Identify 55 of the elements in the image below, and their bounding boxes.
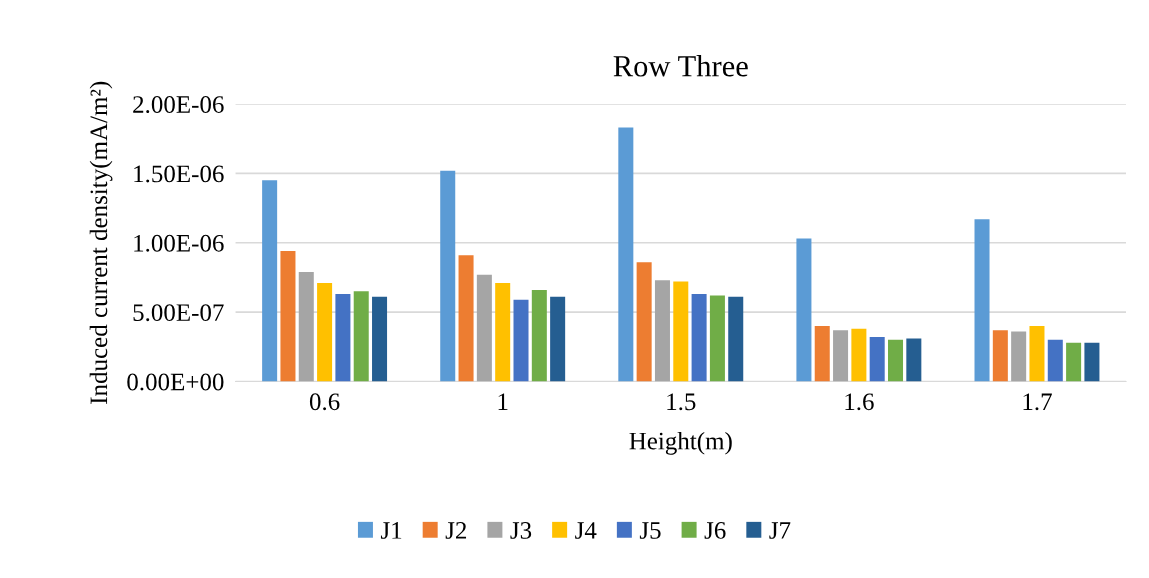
bar [1066,342,1082,382]
x-tick-label: 1.5 [667,393,696,411]
bar [796,238,812,382]
legend-label: J6 [704,522,726,539]
bar [618,127,634,382]
bar [513,299,529,382]
x-tick-label: 0.6 [309,393,340,411]
x-tick-label: 1.7 [1023,393,1052,411]
bar [992,330,1008,382]
y-tick-label: 2.00E-06 [133,96,224,114]
bar [1084,342,1100,382]
legend-label: J5 [639,522,661,539]
bar [440,170,456,382]
bar [495,282,511,382]
bar [814,325,830,382]
bar [1047,339,1063,382]
x-tick-label: 1 [498,393,508,410]
y-axis-title: Induced current density(mA/m²) [89,81,113,404]
bar [353,291,369,382]
bar [636,262,652,382]
bar [691,294,707,382]
bar [728,296,744,382]
bar [974,219,990,382]
bar [262,180,278,382]
bar [335,294,351,382]
bar [458,255,474,382]
bar [372,296,388,382]
legend-label: J7 [769,522,791,539]
bar [531,289,547,382]
bar [654,280,670,382]
bar [317,282,333,382]
bar [1029,325,1045,382]
y-tick-label: 5.00E-07 [133,304,224,322]
x-tick-label: 1.6 [845,393,874,411]
bar [673,281,689,382]
legend-label: J1 [380,522,402,539]
bar [1011,331,1027,382]
legend-label: J3 [510,522,532,539]
y-tick-label: 0.00E+00 [127,373,224,391]
y-tick-label: 1.50E-06 [134,165,224,183]
bar [550,296,566,382]
bar [906,338,922,382]
bar [869,337,885,382]
bar [851,328,867,382]
legend-label: J2 [445,522,467,539]
bar [280,251,296,382]
bar [476,274,492,382]
chart-title: Row Three [613,55,748,77]
bar [298,271,314,382]
bar [833,330,849,382]
bar [709,295,725,382]
x-axis-title: Height(m) [629,431,732,455]
bar [888,339,904,382]
y-tick-label: 1.00E-06 [134,234,224,252]
legend-label: J4 [575,522,597,539]
